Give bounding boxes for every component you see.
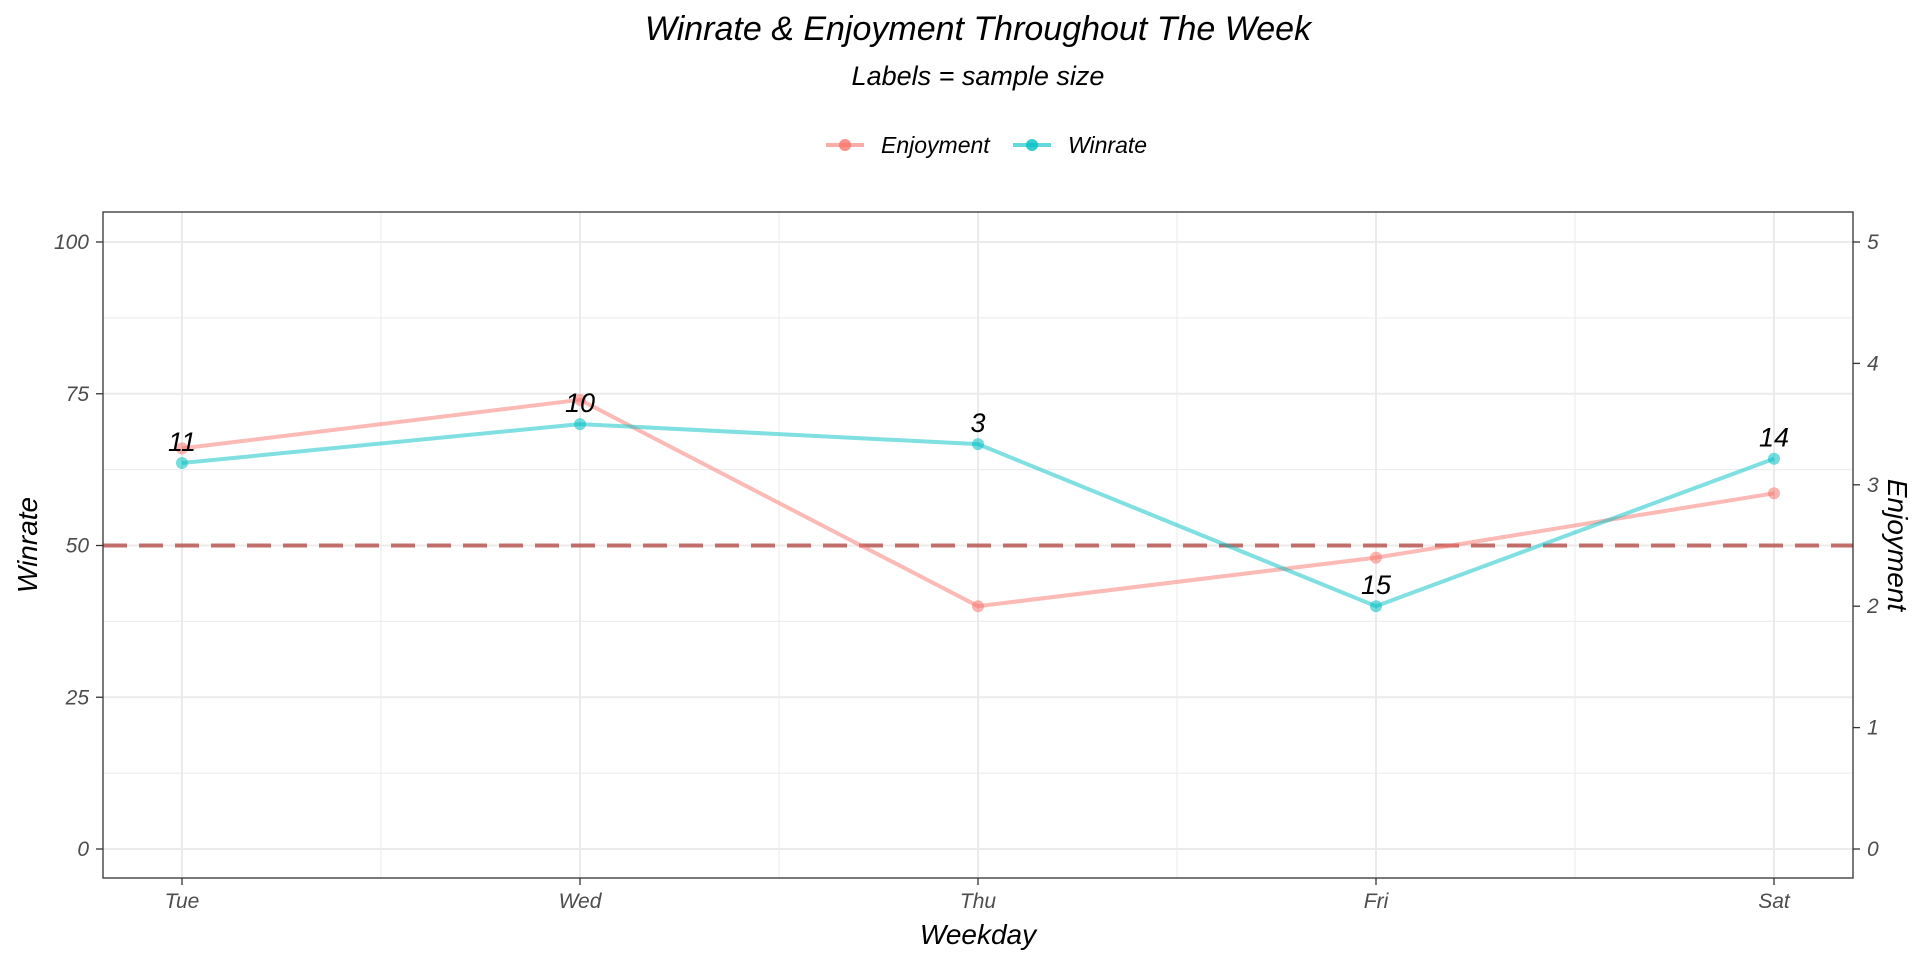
legend: Enjoyment Winrate — [826, 132, 1147, 158]
sample-size-label: 11 — [168, 427, 196, 457]
y-tick-label-right: 1 — [1867, 717, 1879, 740]
y-tick-label-right: 3 — [1867, 474, 1879, 497]
y-tick-label-right: 4 — [1867, 352, 1879, 375]
y-axis-title-right: Enjoyment — [1882, 479, 1913, 613]
point-enjoyment — [1768, 487, 1780, 500]
sample-size-label: 14 — [1759, 423, 1789, 453]
series-layer — [176, 393, 1780, 613]
y-tick-label-right: 5 — [1867, 231, 1879, 254]
x-tick-label: Fri — [1364, 890, 1390, 913]
x-axis: Tue Wed Thu Fri Sat — [165, 878, 1791, 913]
legend-item-winrate: Winrate — [1013, 132, 1147, 158]
y-tick-label-left: 50 — [66, 535, 90, 558]
sample-size-labels: 11 10 3 15 14 — [168, 388, 1789, 600]
legend-marker-enjoyment — [839, 139, 851, 151]
y-tick-label-right: 2 — [1866, 595, 1879, 618]
chart-subtitle: Labels = sample size — [852, 61, 1105, 91]
legend-label-winrate: Winrate — [1068, 132, 1147, 158]
x-axis-title: Weekday — [920, 919, 1038, 950]
x-tick-label: Tue — [165, 890, 200, 913]
point-winrate — [574, 418, 586, 431]
y-tick-label-right: 0 — [1867, 838, 1879, 861]
point-enjoyment — [972, 600, 984, 613]
x-tick-label: Thu — [960, 890, 997, 913]
legend-marker-winrate — [1026, 139, 1038, 151]
chart-title: Winrate & Enjoyment Throughout The Week — [645, 10, 1313, 48]
y-tick-label-left: 100 — [54, 231, 89, 254]
sample-size-label: 15 — [1361, 570, 1392, 600]
x-tick-label: Wed — [559, 890, 603, 913]
y-tick-label-left: 75 — [66, 383, 90, 406]
sample-size-label: 10 — [565, 388, 595, 418]
legend-item-enjoyment: Enjoyment — [826, 132, 991, 158]
legend-label-enjoyment: Enjoyment — [881, 132, 991, 158]
point-winrate — [972, 438, 984, 451]
x-tick-label: Sat — [1758, 890, 1791, 913]
y-axis-left: 0 25 50 75 100 — [54, 231, 103, 861]
point-winrate — [1370, 600, 1382, 613]
point-enjoyment — [176, 442, 188, 455]
sample-size-label: 3 — [970, 408, 985, 438]
point-winrate — [1768, 452, 1780, 465]
point-winrate — [176, 456, 188, 469]
y-tick-label-left: 25 — [65, 686, 90, 709]
point-enjoyment — [1370, 551, 1382, 564]
y-tick-label-left: 0 — [77, 838, 89, 861]
point-enjoyment — [574, 393, 586, 406]
y-axis-right: 0 1 2 3 4 5 — [1853, 231, 1879, 861]
y-axis-title-left: Winrate — [12, 497, 43, 593]
